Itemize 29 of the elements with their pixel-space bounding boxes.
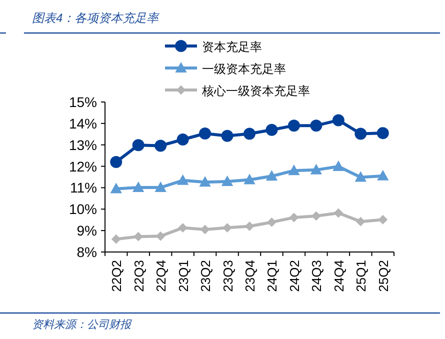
- legend-label: 核心一级资本充足率: [201, 84, 310, 98]
- ytick: 10%: [68, 201, 97, 218]
- xtick: 23Q1: [176, 260, 191, 292]
- xtick: 25Q2: [376, 260, 391, 292]
- xtick: 25Q1: [354, 260, 369, 292]
- xtick: 24Q2: [286, 260, 302, 292]
- xtick: 23Q3: [220, 260, 236, 292]
- xtick: 23Q2: [198, 260, 214, 292]
- legend-item: 一级资本充足率: [165, 62, 286, 76]
- legend-label: 资本充足率: [202, 40, 262, 54]
- xtick: 22Q3: [131, 260, 146, 292]
- annotation: 资料来源：公司财报: [32, 319, 131, 331]
- xtick: 23Q4: [242, 260, 258, 292]
- xtick: 24Q3: [309, 260, 324, 292]
- ytick: 15%: [68, 94, 97, 110]
- ytick: 14%: [68, 115, 97, 132]
- ytick: 9%: [76, 222, 97, 239]
- ytick: 8%: [76, 244, 97, 260]
- xtick: 24Q4: [331, 260, 346, 292]
- ytick: 13%: [68, 136, 97, 153]
- legend-label: 一级资本充足率: [202, 62, 286, 76]
- legend-item: 核心一级资本充足率: [165, 84, 310, 98]
- xtick: 22Q2: [109, 260, 124, 292]
- legend-item: 资本充足率: [165, 40, 262, 54]
- ytick: 11%: [70, 180, 97, 196]
- xtick: 22Q4: [154, 260, 169, 292]
- title: 图表4：各项资本充足率: [32, 11, 159, 25]
- ytick: 12%: [68, 158, 97, 174]
- xtick: 24Q1: [264, 260, 280, 292]
